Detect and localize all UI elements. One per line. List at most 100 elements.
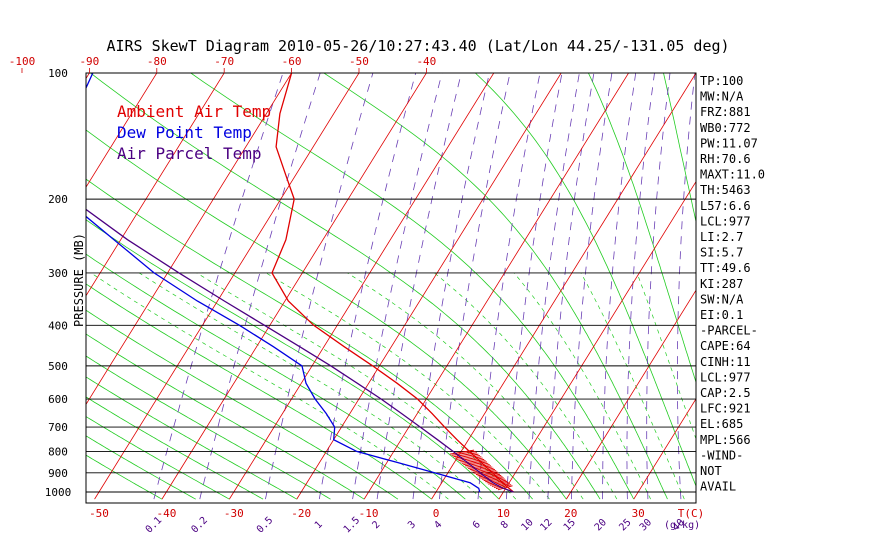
pressure-tick-label: 800 [48, 445, 68, 458]
pressure-tick-label: 100 [48, 67, 68, 80]
cape-hatch-line [475, 470, 497, 476]
moist-adiabat-line [86, 283, 432, 500]
moist-adiabat-dashed-line [90, 272, 449, 500]
index-entry: LCL:977 [700, 370, 751, 384]
ambient-temp-line [271, 73, 514, 493]
moist-adiabat-line [86, 219, 500, 500]
index-entry: AVAIL [700, 480, 736, 494]
top-tick-label: -70 [214, 55, 234, 68]
isotherm-line [86, 73, 293, 406]
bottom-tick-label: 10 [497, 507, 510, 520]
mixing-ratio-label: 6 [471, 519, 483, 531]
pressure-tick-label: 700 [48, 421, 68, 434]
top-tick-label: -50 [349, 55, 369, 68]
cape-hatch-line [456, 454, 480, 460]
index-entry: TP:100 [700, 74, 743, 88]
top-tick-label: -100 [9, 55, 36, 68]
mixing-ratio-label: 8 [499, 519, 511, 531]
mixing-ratio-label: 10 [519, 517, 535, 533]
isotherm-line [86, 73, 225, 297]
index-entry: EL:685 [700, 417, 743, 431]
cape-hatch-line [458, 456, 482, 462]
bottom-tick-label: -10 [359, 507, 379, 520]
top-tick-label: -90 [79, 55, 99, 68]
isotherm-line [498, 180, 696, 500]
index-entry: LFC:921 [700, 402, 751, 416]
mixing-ratio-line [571, 73, 613, 500]
bottom-tick-label: -50 [89, 507, 109, 520]
isotherm-line [566, 289, 696, 500]
top-tick-label: -40 [416, 55, 436, 68]
cape-hatch-line [485, 477, 504, 483]
moist-adiabat-line [765, 64, 836, 499]
moist-adiabat-line [86, 309, 399, 500]
mixing-ratio-line [677, 73, 696, 500]
moist-adiabat-line [89, 73, 601, 500]
y-axis-label: PRESSURE (MB) [72, 233, 86, 327]
pressure-tick-label: 300 [48, 267, 68, 280]
index-entry: CINH:11 [700, 355, 751, 369]
mixing-ratio-lines [153, 73, 696, 500]
moist-adiabat-line [86, 454, 163, 500]
cape-hatch-line [472, 467, 494, 473]
mixing-ratio-line [547, 73, 595, 500]
cape-hatch-line [478, 472, 499, 478]
moist-adiabat-line [86, 129, 567, 500]
moist-adiabat-line [474, 73, 696, 488]
chart-title: AIRS SkewT Diagram 2010-05-26/10:27:43.4… [106, 37, 729, 55]
cape-hatch-line [461, 458, 485, 464]
bottom-tick-label: -40 [156, 507, 176, 520]
bottom-tick-label: -30 [224, 507, 244, 520]
pressure-tick-label: 400 [48, 319, 68, 332]
bottom-tick-label: 0 [433, 507, 440, 520]
moist-adiabat-line [86, 376, 297, 500]
moist-adiabat-dashed-line [433, 272, 618, 500]
cape-hatch-line [477, 471, 498, 477]
index-entry: -WIND- [700, 448, 743, 462]
index-entry: -PARCEL- [700, 324, 758, 338]
index-entry: MW:N/A [700, 90, 744, 104]
index-entry: FRZ:881 [700, 105, 751, 119]
mixing-ratio-line [199, 73, 321, 500]
cape-hatch-line [471, 466, 493, 472]
cape-hatch-line [486, 478, 505, 484]
mixing-ratio-line [439, 73, 511, 500]
moist-adiabat-dashed-line [347, 272, 584, 500]
cape-hatch-line [463, 460, 486, 466]
index-entry: EI:0.1 [700, 308, 743, 322]
mixing-ratio-label: 1 [313, 519, 325, 531]
mixing-ratio-line [412, 73, 490, 500]
index-entry: L57:6.6 [700, 199, 751, 213]
bottom-tick-label: 30 [632, 507, 645, 520]
isotherm-line [86, 73, 158, 188]
moist-adiabat-line [323, 73, 668, 500]
index-entry: RH:70.6 [700, 152, 751, 166]
legend: Ambient Air Temp Dew Point Temp Air Parcel… [117, 102, 271, 163]
index-entry: MPL:566 [700, 433, 751, 447]
index-entry: NOT [700, 464, 722, 478]
legend-entry: Dew Point Temp [117, 123, 252, 142]
moist-adiabat-line [86, 253, 466, 500]
isotherm-line [161, 73, 427, 500]
cape-hatch-line [488, 479, 507, 485]
pressure-tick-label: 1000 [45, 486, 72, 499]
moist-adiabat-line [190, 73, 635, 500]
index-entry: SI:5.7 [700, 246, 743, 260]
isotherm-line [363, 73, 630, 500]
pressure-axis: 100 200 300 400 500 600 700 800 900 1000 [45, 67, 72, 499]
moist-adiabat-dashed-line [580, 272, 685, 500]
moist-adiabat-line [587, 73, 696, 384]
mixing-ratio-label: 12 [538, 517, 554, 533]
pressure-tick-label: 600 [48, 393, 68, 406]
parcel-temp-line [86, 208, 514, 493]
cape-hatch-line [474, 468, 496, 474]
moist-adiabat-dashed-line [513, 272, 651, 500]
cape-hatch-line [482, 474, 502, 480]
mixing-ratio-label: 4 [432, 519, 444, 531]
plot-area [86, 64, 836, 500]
pressure-tick-label: 900 [48, 467, 68, 480]
mixing-ratio-label: 0.2 [189, 515, 210, 536]
index-entry: LCL:977 [700, 214, 751, 228]
